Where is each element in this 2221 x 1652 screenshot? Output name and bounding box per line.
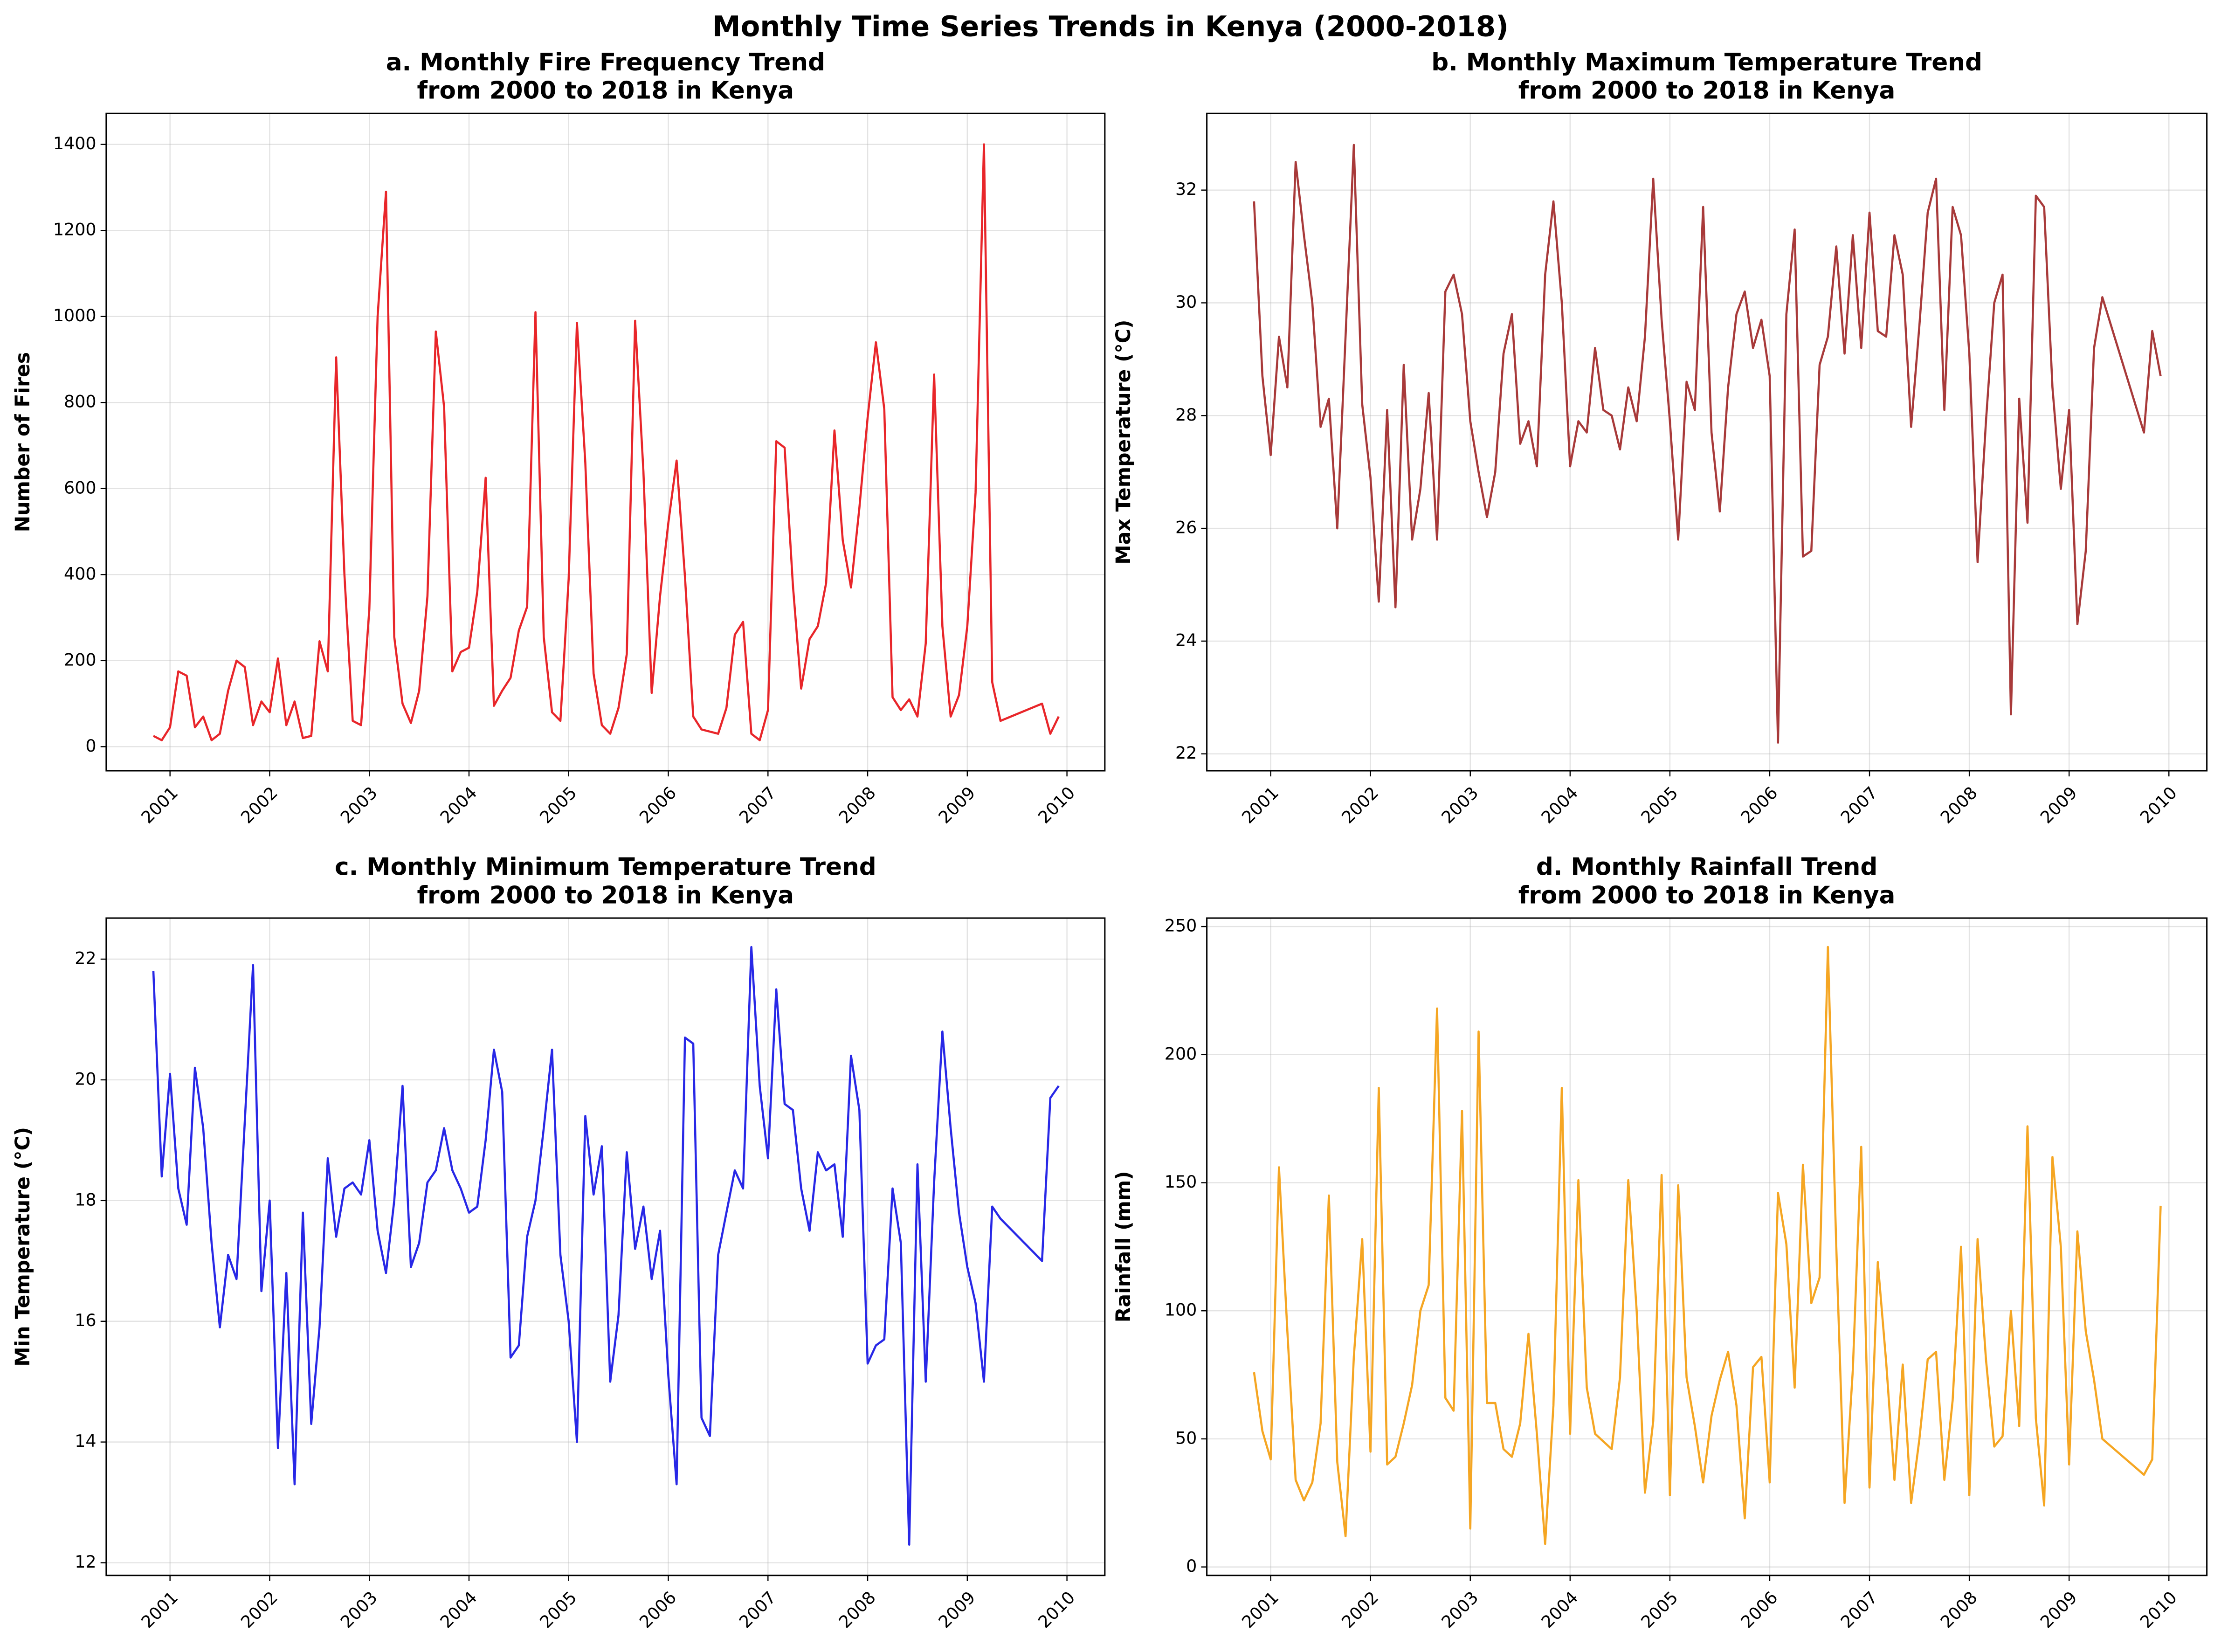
y-tick-label: 32 <box>1175 179 1197 199</box>
y-tick-label: 250 <box>1165 916 1197 936</box>
figure-title: Monthly Time Series Trends in Kenya (200… <box>712 11 1509 43</box>
y-tick-label: 22 <box>1175 743 1197 763</box>
y-tick-label: 100 <box>1165 1300 1197 1320</box>
y-tick-label: 50 <box>1175 1428 1197 1448</box>
axes-frame <box>105 112 1106 772</box>
subplot-title: d. Monthly Rainfall Trend <box>1536 853 1878 881</box>
y-axis-label: Max Temperature (°C) <box>1112 320 1135 565</box>
y-tick-label: 12 <box>75 1552 96 1572</box>
y-tick-label: 150 <box>1165 1172 1197 1192</box>
axes-frame <box>1206 112 2208 772</box>
y-tick-label: 200 <box>64 650 97 670</box>
subplot-title: from 2000 to 2018 in Kenya <box>417 77 794 105</box>
subplot-title: b. Monthly Maximum Temperature Trend <box>1431 48 1982 76</box>
y-tick-label: 26 <box>1175 518 1197 538</box>
axes-frame <box>1206 917 2208 1576</box>
data-line <box>152 143 1060 741</box>
subplot-title: a. Monthly Fire Frequency Trend <box>386 48 825 76</box>
y-tick-label: 1000 <box>53 305 97 325</box>
y-tick-label: 22 <box>75 948 96 968</box>
y-tick-label: 14 <box>75 1431 96 1451</box>
y-tick-label: 24 <box>1175 630 1197 650</box>
y-tick-label: 28 <box>1175 405 1197 425</box>
data-line <box>1253 946 2162 1545</box>
y-tick-label: 0 <box>85 736 96 756</box>
y-tick-label: 400 <box>64 564 97 584</box>
y-tick-label: 800 <box>64 392 97 412</box>
y-tick-label: 16 <box>75 1310 96 1330</box>
y-tick-label: 20 <box>75 1069 96 1089</box>
subplot-title: from 2000 to 2018 in Kenya <box>417 881 794 909</box>
y-axis-label: Rainfall (mm) <box>1112 1171 1135 1322</box>
y-axis-label: Number of Fires <box>12 352 34 532</box>
y-tick-label: 1400 <box>53 133 97 153</box>
y-axis-label: Min Temperature (°C) <box>12 1127 34 1367</box>
axes-frame <box>105 917 1106 1576</box>
subplot-title: c. Monthly Minimum Temperature Trend <box>335 853 876 881</box>
data-line <box>152 946 1060 1546</box>
y-tick-label: 30 <box>1175 292 1197 312</box>
y-tick-label: 18 <box>75 1189 96 1210</box>
data-line <box>1253 144 2162 744</box>
y-tick-label: 1200 <box>53 220 97 240</box>
subplot-title: from 2000 to 2018 in Kenya <box>1518 881 1896 909</box>
y-tick-label: 0 <box>1186 1556 1197 1576</box>
subplot-title: from 2000 to 2018 in Kenya <box>1518 77 1896 105</box>
y-tick-label: 600 <box>64 477 97 498</box>
y-tick-label: 200 <box>1165 1044 1197 1064</box>
